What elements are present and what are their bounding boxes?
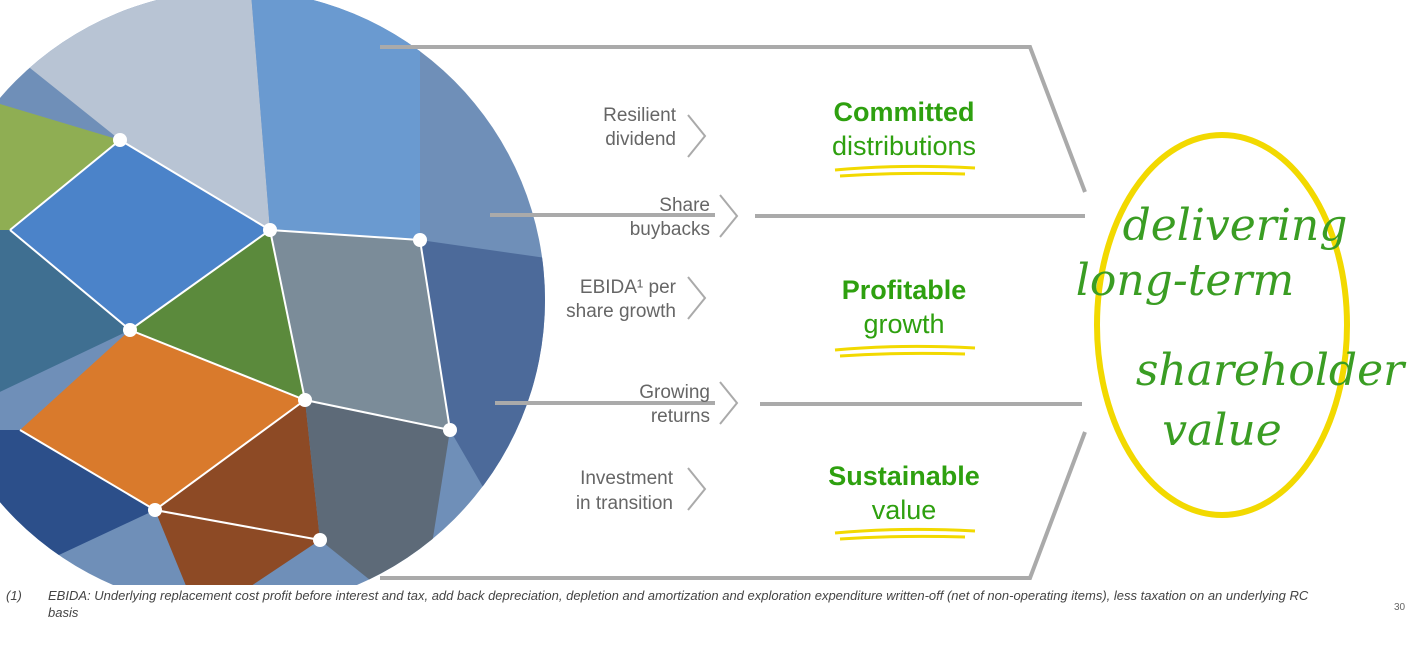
driver-text: Growing: [639, 382, 710, 403]
outcome-light: growth: [863, 309, 944, 339]
footnote-marker: (1): [6, 587, 48, 621]
chevrons: [688, 115, 737, 510]
photo-collage: [0, 0, 560, 585]
driver-text: buybacks: [630, 219, 710, 240]
footnote: (1) EBIDA: Underlying replacement cost p…: [6, 587, 1336, 621]
page-number: 30: [1394, 602, 1405, 613]
outcome-light: distributions: [832, 131, 976, 161]
driver-text: Share: [659, 195, 710, 216]
tagline-circle: [1097, 135, 1347, 515]
driver-text: Resilient: [603, 105, 677, 126]
outcome-light: value: [872, 495, 937, 525]
slide-graphic: Resilient dividend Share buybacks EBIDA¹…: [0, 0, 1420, 585]
tagline-text: shareholder: [1136, 345, 1407, 396]
driver-text: share growth: [566, 301, 676, 322]
driver-text: returns: [651, 406, 710, 427]
driver-text: EBIDA¹ per: [580, 277, 677, 298]
driver-text: Investment: [580, 468, 674, 489]
driver-text: in transition: [576, 493, 673, 514]
outcome-bold: Profitable: [842, 275, 967, 305]
driver-text: dividend: [605, 129, 676, 150]
slide: Resilient dividend Share buybacks EBIDA¹…: [0, 0, 1420, 653]
footnote-text: EBIDA: Underlying replacement cost profi…: [48, 587, 1336, 621]
outcome-bold: Committed: [834, 97, 975, 127]
tagline-text: delivering: [1123, 200, 1348, 251]
outcome-bold: Sustainable: [828, 461, 980, 491]
tagline-text: value: [1162, 405, 1282, 456]
tagline-text: long-term: [1076, 255, 1294, 306]
